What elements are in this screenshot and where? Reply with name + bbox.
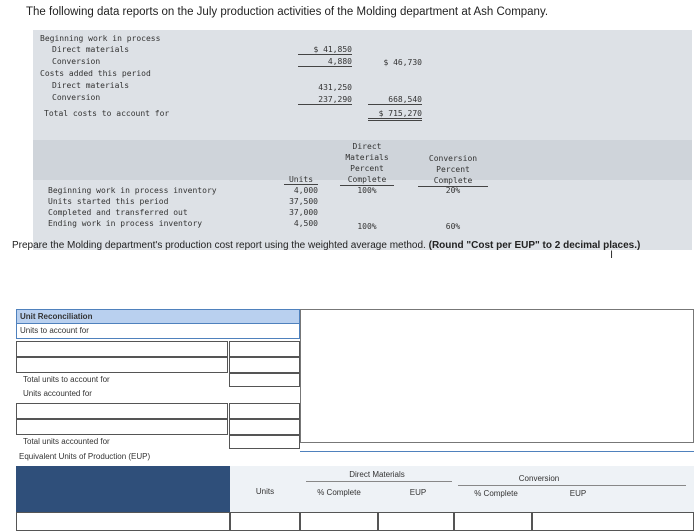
units-accounted-for-label: Units accounted for <box>20 388 228 400</box>
row-dm-beginning-wip: 100% <box>357 186 377 195</box>
eup-divider <box>16 451 694 452</box>
row-label-beginning-wip: Beginning work in process inventory <box>48 186 217 195</box>
total-units-to-account-amount[interactable] <box>229 373 300 387</box>
eup-row-dm-eup-input[interactable] <box>378 512 454 531</box>
units-header: Units <box>284 175 318 185</box>
eup-row-units-input[interactable] <box>230 512 300 531</box>
eup-row-dm-pct-input[interactable] <box>300 512 378 531</box>
total-units-accounted-label: Total units accounted for <box>20 436 228 448</box>
eup-section-label: Equivalent Units of Production (EUP) <box>16 451 300 465</box>
row-conv-beginning-wip: 20% <box>445 186 461 195</box>
eup-row-conv-eup-input[interactable] <box>532 512 694 531</box>
added-total-value: 668,540 <box>368 95 422 105</box>
row-units-beginning-wip: 4,000 <box>293 186 318 195</box>
row-dm-ending-wip: 100% <box>357 222 377 231</box>
total-units-to-account-label: Total units to account for <box>20 374 228 386</box>
cost-label-costs-added: Costs added this period <box>40 69 151 78</box>
conv-header-line-3: Complete <box>433 176 473 185</box>
begin-total-value: $ 46,730 <box>383 58 422 67</box>
eup-dm-underline <box>306 481 452 482</box>
units-accounted-input-2[interactable] <box>16 419 228 435</box>
cost-label-total: Total costs to account for <box>44 109 170 118</box>
dm-begin-value: $ 41,850 <box>298 45 352 55</box>
dm-header-line-2: Materials <box>345 153 389 162</box>
conv-header-line-1: Conversion <box>428 154 478 163</box>
row-label-ending-wip: Ending work in process inventory <box>48 219 203 228</box>
units-to-account-amount-2[interactable] <box>229 357 300 373</box>
cost-label-dm-2: Direct materials <box>52 81 130 90</box>
instruction-main: Prepare the Molding department's product… <box>12 240 426 251</box>
eup-header-cells <box>230 466 694 512</box>
dm-header-line-4: Complete <box>347 175 387 184</box>
dm-percent-header: Direct Materials Percent Complete <box>340 141 394 186</box>
cost-label-dm-1: Direct materials <box>52 45 130 54</box>
row-label-started: Units started this period <box>48 197 169 206</box>
text-cursor-icon: I <box>610 249 614 261</box>
worksheet-right-panel <box>300 309 694 443</box>
data-panel-band <box>33 140 692 180</box>
eup-conv-eup-header: EUP <box>569 489 587 498</box>
units-to-account-input-2[interactable] <box>16 357 228 373</box>
total-costs-value: $ 715,270 <box>368 109 422 121</box>
eup-units-header: Units <box>255 487 275 496</box>
eup-dm-pct-header: % Complete <box>317 488 361 497</box>
row-units-ending-wip: 4,500 <box>293 219 318 228</box>
units-accounted-input-1[interactable] <box>16 403 228 419</box>
eup-conv-header: Conversion <box>518 474 560 483</box>
dm-header-line-3: Percent <box>350 164 384 173</box>
row-units-completed: 37,000 <box>289 208 318 217</box>
units-to-account-amount-1[interactable] <box>229 341 300 357</box>
cost-label-conv-2: Conversion <box>52 93 101 102</box>
units-to-account-input-1[interactable] <box>16 341 228 357</box>
cost-label-conv-1: Conversion <box>52 57 101 66</box>
eup-dm-header: Direct Materials <box>349 470 405 479</box>
dm-added-value: 431,250 <box>318 83 352 92</box>
eup-row-conv-pct-input[interactable] <box>454 512 532 531</box>
eup-conv-pct-header: % Complete <box>474 489 518 498</box>
eup-dm-eup-header: EUP <box>409 488 427 497</box>
row-label-completed: Completed and transferred out <box>48 208 188 217</box>
problem-intro: The following data reports on the July p… <box>26 6 549 18</box>
row-conv-ending-wip: 60% <box>445 222 461 231</box>
eup-row-label-input[interactable] <box>16 512 230 531</box>
instruction-text: Prepare the Molding department's product… <box>12 239 692 252</box>
units-to-account-for-label: Units to account for <box>16 323 300 339</box>
conv-header-line-2: Percent <box>436 165 470 174</box>
row-units-started: 37,500 <box>289 197 318 206</box>
dm-header-line-1: Direct <box>352 142 382 151</box>
conv-added-value: 237,290 <box>298 95 352 105</box>
conv-begin-value: 4,880 <box>298 57 352 67</box>
eup-conv-underline <box>458 485 686 486</box>
instruction-rounding: (Round "Cost per EUP" to 2 decimal place… <box>428 240 641 251</box>
units-accounted-amount-2[interactable] <box>229 419 300 435</box>
conv-percent-header: Conversion Percent Complete <box>418 153 488 187</box>
total-units-accounted-amount[interactable] <box>229 435 300 449</box>
units-accounted-amount-1[interactable] <box>229 403 300 419</box>
cost-label-beginning-wip: Beginning work in process <box>40 34 161 43</box>
